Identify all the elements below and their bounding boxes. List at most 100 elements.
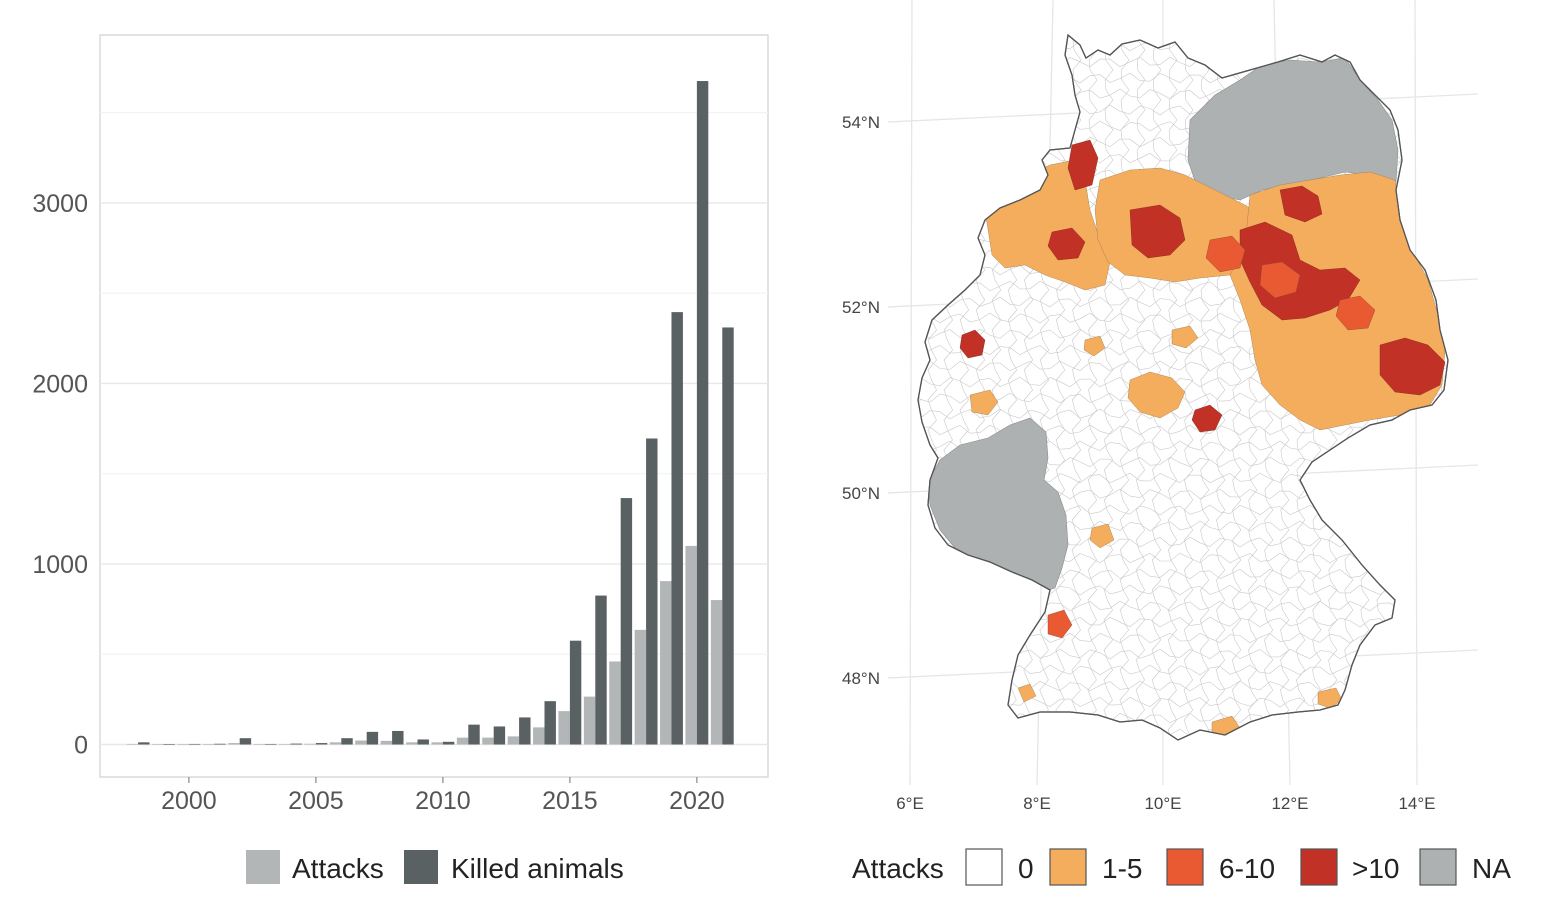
bar-killed-animals <box>188 743 201 745</box>
bar-attacks <box>355 740 367 745</box>
graticule-lon <box>909 0 913 786</box>
germany-map <box>900 30 1466 755</box>
orange-region-south-1 <box>1089 523 1115 549</box>
orange-region-central <box>1127 371 1186 419</box>
bar-attacks <box>279 744 291 745</box>
y-tick-label: 2000 <box>32 370 88 398</box>
lon-label: 6°E <box>896 794 924 813</box>
red-region-west <box>959 329 986 359</box>
bar-killed-animals <box>265 743 277 745</box>
bar-attacks <box>609 661 621 745</box>
legend-label-killed-animals: Killed animals <box>451 853 624 884</box>
bar-chart-legend: Attacks Killed animals <box>246 850 624 884</box>
red-region-central <box>1191 404 1223 433</box>
district-boundary <box>1103 35 1114 740</box>
bar-attacks <box>583 696 596 745</box>
bar-attacks <box>533 727 545 745</box>
map-legend-items: 0 1-5 6-10 >10 NA <box>965 848 1511 886</box>
mid-orange-region-north <box>1205 235 1246 273</box>
x-tick-label: 2015 <box>542 787 598 815</box>
map-chart: 54°N 52°N 50°N 48°N 6°E 8°E 10°E 12°E 14°E <box>842 0 1479 813</box>
bar-attacks <box>152 744 164 745</box>
bar-killed-animals <box>138 742 150 745</box>
mid-orange-region-southwest <box>1047 609 1073 639</box>
bar-killed-animals <box>442 741 455 745</box>
bar-attacks <box>710 600 723 745</box>
x-tick-label: 2010 <box>415 787 471 815</box>
bar-attacks <box>177 744 189 745</box>
lat-label: 52°N <box>842 298 880 317</box>
district-boundary <box>1457 30 1466 750</box>
red-region-northeast <box>1279 185 1323 223</box>
bar-attacks <box>126 743 139 745</box>
mid-orange-region-east-2 <box>1335 295 1376 331</box>
bar-attacks <box>507 736 520 745</box>
map-legend-title: Attacks <box>852 853 944 884</box>
bar-killed-animals <box>671 312 683 745</box>
bar-attacks <box>456 737 469 745</box>
x-tick-label: 2020 <box>669 787 725 815</box>
lat-label: 50°N <box>842 484 880 503</box>
bar-chart-bars <box>126 81 734 745</box>
district-boundary <box>918 35 1448 36</box>
map-legend-swatch <box>1166 848 1204 886</box>
red-region-northwest <box>1047 227 1086 261</box>
bar-killed-animals <box>341 738 353 745</box>
bar-killed-animals <box>519 717 531 745</box>
map-legend-label: NA <box>1472 853 1511 884</box>
map-legend-swatch <box>1049 848 1087 886</box>
y-tick-label: 3000 <box>32 190 88 218</box>
map-legend-swatch <box>1300 848 1338 886</box>
red-region-north <box>1129 204 1186 259</box>
bar-killed-animals <box>493 726 506 745</box>
bar-attacks <box>253 744 266 745</box>
legend-swatch-killed-animals <box>404 850 438 884</box>
map-legend-label: 6-10 <box>1219 853 1275 884</box>
map-legend-swatch <box>965 848 1003 886</box>
x-tick-label: 2000 <box>161 787 217 815</box>
lon-label: 12°E <box>1271 794 1308 813</box>
map-legend-label: >10 <box>1352 853 1400 884</box>
bar-attacks <box>380 740 393 745</box>
map-legend-label: 1-5 <box>1102 853 1142 884</box>
bar-attacks <box>482 737 494 745</box>
bar-killed-animals <box>620 498 633 745</box>
lat-label: 54°N <box>842 113 880 132</box>
bar-killed-animals <box>569 640 582 745</box>
bar-killed-animals <box>417 739 429 745</box>
orange-region-west-1 <box>969 389 999 416</box>
bar-attacks <box>685 545 697 745</box>
lat-label: 48°N <box>842 669 880 688</box>
orange-region-mid <box>1083 335 1106 357</box>
mid-orange-region-east <box>1259 261 1301 299</box>
map-axis-labels: 54°N 52°N 50°N 48°N 6°E 8°E 10°E 12°E 14°E <box>842 113 1436 813</box>
bar-attacks <box>202 744 215 745</box>
bar-attacks <box>304 743 316 745</box>
red-region-north-coast <box>1067 139 1099 191</box>
district-boundary <box>900 745 1460 755</box>
bar-killed-animals <box>163 744 175 745</box>
orange-region-south-3 <box>1317 687 1343 709</box>
legend-label-attacks: Attacks <box>292 853 384 884</box>
bar-attacks <box>329 742 342 745</box>
map-legend-label: 0 <box>1018 853 1034 884</box>
bar-attacks <box>558 711 570 745</box>
y-tick-label: 1000 <box>32 551 88 579</box>
legend-swatch-attacks <box>246 850 280 884</box>
lon-label: 10°E <box>1144 794 1181 813</box>
bar-killed-animals <box>696 81 709 745</box>
bar-killed-animals <box>290 743 302 745</box>
lon-label: 8°E <box>1023 794 1051 813</box>
na-region-west <box>927 417 1069 593</box>
bar-killed-animals <box>392 730 404 745</box>
orange-region-mid-2 <box>1171 325 1199 349</box>
orange-region-south-4 <box>1017 683 1037 703</box>
district-boundary <box>1183 35 1194 740</box>
lon-label: 14°E <box>1398 794 1435 813</box>
bar-attacks <box>406 742 418 745</box>
bar-killed-animals <box>239 738 252 745</box>
bar-killed-animals <box>366 731 379 745</box>
bar-killed-animals <box>214 743 226 745</box>
germany-border <box>917 33 1449 741</box>
